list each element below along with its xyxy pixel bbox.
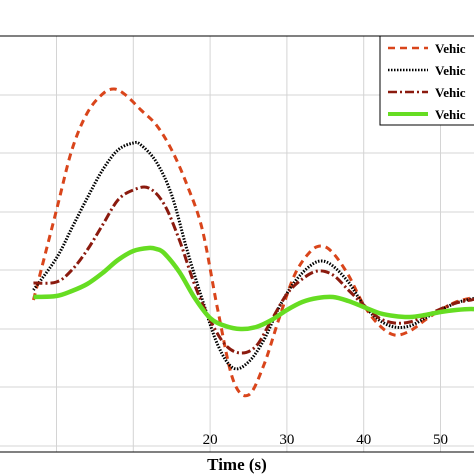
series-line-2	[32, 140, 474, 371]
x-tick-label: 40	[356, 432, 371, 448]
x-tick-label: 50	[433, 432, 448, 448]
legend-label-2: Vehic	[435, 63, 466, 78]
x-tick-label: 30	[279, 432, 294, 448]
legend-label-3: Vehic	[435, 85, 466, 100]
legend: Vehic Vehic Vehic Vehic	[379, 35, 474, 126]
x-axis-title: Time (s)	[207, 455, 267, 474]
legend-box	[379, 35, 474, 126]
series-lines	[32, 87, 474, 398]
legend-label-4: Vehic	[435, 107, 466, 122]
series-line-4	[33, 245, 474, 332]
series-line-3	[33, 185, 474, 355]
series-line-1	[32, 87, 474, 398]
x-tick-label: 20	[203, 432, 218, 448]
x-tick-labels: 2030405060	[203, 432, 448, 448]
legend-label-1: Vehic	[435, 41, 466, 56]
